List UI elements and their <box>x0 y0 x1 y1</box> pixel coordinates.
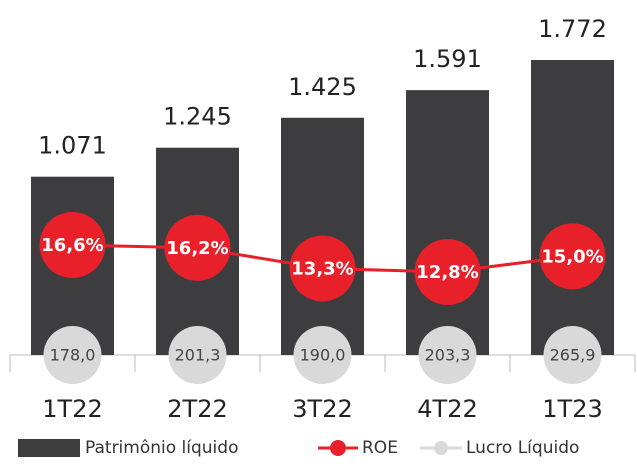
roe-marker <box>39 212 106 278</box>
roe-marker <box>539 223 606 290</box>
x-tick-label: 1T22 <box>42 395 102 423</box>
roe-label: 12,8% <box>416 262 478 283</box>
roe-marker <box>289 235 356 302</box>
lucro-label: 201,3 <box>175 346 221 365</box>
x-tick-label: 3T22 <box>292 395 352 423</box>
lucro-marker <box>543 326 602 384</box>
legend-label: Lucro Líquido <box>466 438 579 458</box>
roe-label: 16,2% <box>166 238 228 259</box>
bar-label: 1.071 <box>38 132 107 160</box>
legend-swatch <box>18 439 80 457</box>
legend-swatch <box>434 441 448 455</box>
bar <box>406 90 489 355</box>
bar-label: 1.772 <box>538 15 607 43</box>
bar-label: 1.591 <box>413 45 482 73</box>
lucro-marker <box>293 326 352 384</box>
lucro-marker <box>43 326 102 384</box>
lucro-marker <box>168 326 227 384</box>
lucro-marker <box>418 326 477 384</box>
lucro-label: 190,0 <box>300 346 346 365</box>
lucro-label: 265,9 <box>550 346 596 365</box>
legend-swatch <box>330 440 346 456</box>
x-tick-label: 4T22 <box>417 395 477 423</box>
x-tick-label: 2T22 <box>167 395 227 423</box>
roe-label: 16,6% <box>41 235 103 256</box>
bar-label: 1.245 <box>163 103 232 131</box>
bar <box>531 60 614 355</box>
x-tick-label: 1T23 <box>542 395 602 423</box>
legend-label: Patrimônio líquido <box>85 438 238 458</box>
lucro-label: 203,3 <box>425 346 471 365</box>
roe-label: 15,0% <box>541 246 603 267</box>
lucro-label: 178,0 <box>50 346 96 365</box>
legend-label: ROE <box>362 438 398 458</box>
roe-marker <box>414 239 481 305</box>
bar-label: 1.425 <box>288 73 357 101</box>
roe-label: 13,3% <box>291 258 353 279</box>
roe-marker <box>164 214 231 281</box>
